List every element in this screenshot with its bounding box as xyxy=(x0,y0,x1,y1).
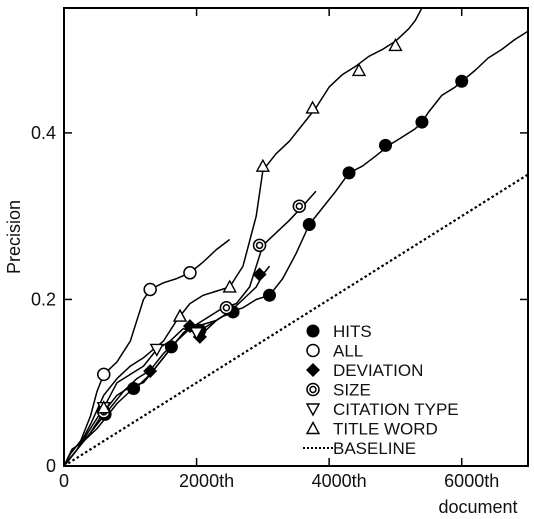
legend-marker-hits xyxy=(306,324,320,338)
series-line-deviation xyxy=(64,265,271,466)
data-point-hits-6 xyxy=(302,218,316,232)
data-point-hits-9 xyxy=(415,115,429,129)
legend-label-hits: HITS xyxy=(333,322,372,341)
data-point-size-3 xyxy=(292,199,307,213)
data-point-hits-5 xyxy=(262,288,276,302)
marker-layer xyxy=(96,38,469,421)
x-tick-label-3: 6000th xyxy=(444,471,499,491)
series-line-title-word xyxy=(64,8,423,466)
x-axis-label: document xyxy=(438,497,517,517)
data-point-all-0 xyxy=(97,367,111,382)
legend-marker-title-word xyxy=(305,421,321,435)
series-line-citation-type xyxy=(64,311,237,466)
tick-layer: 0 2000th 4000th 6000th 0 0.2 0.4 xyxy=(31,8,528,491)
x-tick-label-1: 2000th xyxy=(179,471,234,491)
data-point-title-word-2 xyxy=(222,279,237,293)
y-axis-label: Precision xyxy=(4,200,24,274)
y-tick-label-0: 0 xyxy=(46,456,56,476)
data-point-hits-8 xyxy=(378,138,392,152)
legend-label-citation-type: CITATION TYPE xyxy=(333,400,459,419)
legend-marker-size xyxy=(306,382,320,397)
data-point-hits-1 xyxy=(127,382,141,396)
data-point-size-2 xyxy=(252,238,267,253)
data-point-all-1 xyxy=(143,282,157,297)
data-point-all-2 xyxy=(183,266,197,280)
data-point-hits-7 xyxy=(342,166,356,180)
data-point-title-word-1 xyxy=(172,308,188,322)
data-point-title-word-3 xyxy=(255,158,271,172)
data-point-title-word-5 xyxy=(351,62,367,77)
series-line-baseline xyxy=(64,173,528,466)
legend-label-title-word: TITLE WORD xyxy=(333,420,438,439)
data-point-title-word-4 xyxy=(305,100,320,114)
x-tick-label-2: 4000th xyxy=(312,471,367,491)
data-point-deviation-3 xyxy=(252,267,267,282)
legend-label-deviation: DEVIATION xyxy=(333,361,423,380)
legend-label-all: ALL xyxy=(333,342,363,361)
data-point-hits-2 xyxy=(164,340,178,354)
legend-marker-deviation xyxy=(306,363,320,377)
legend-marker-citation-type xyxy=(305,403,321,417)
plot-frame xyxy=(63,7,529,467)
data-point-citation-type-1 xyxy=(149,343,164,357)
data-point-citation-type-2 xyxy=(189,327,204,341)
legend-label-baseline: BASELINE xyxy=(333,439,416,458)
data-point-size-1 xyxy=(219,301,234,315)
legend-marker-all xyxy=(306,343,320,358)
data-point-deviation-0 xyxy=(143,364,158,379)
x-tick-label-0: 0 xyxy=(59,471,69,491)
legend-label-size: SIZE xyxy=(333,381,371,400)
data-point-title-word-0 xyxy=(96,400,111,414)
y-tick-label-2: 0.4 xyxy=(31,123,56,143)
data-point-title-word-6 xyxy=(388,38,403,52)
data-point-hits-10 xyxy=(455,74,469,88)
y-tick-label-1: 0.2 xyxy=(31,289,56,309)
